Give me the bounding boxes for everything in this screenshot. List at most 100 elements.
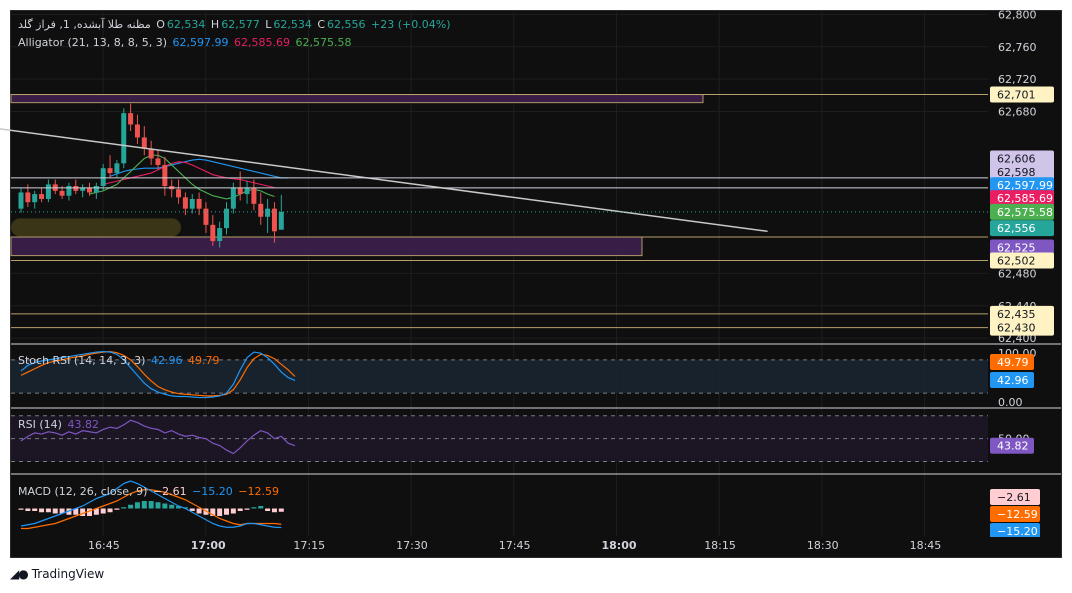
macd-hist-bar <box>141 501 147 509</box>
alligator-legend[interactable]: Alligator (21, 13, 8, 8, 5, 3) 62,597.99… <box>18 36 353 49</box>
macd-hist-bar <box>189 508 195 511</box>
rsi-line <box>20 419 296 455</box>
candle-body <box>128 113 134 125</box>
change-value: +23 (+0.04%) <box>371 18 451 31</box>
macd-hist-bar <box>87 508 92 516</box>
stoch-value-tag <box>990 354 1034 370</box>
macd-hist-bar <box>278 508 284 512</box>
macd-hist-bar <box>237 508 243 511</box>
macd-hist-bar <box>73 508 79 515</box>
stoch-value-tag-label: 42.96 <box>997 374 1029 387</box>
macd-hist-bar <box>210 508 216 516</box>
y-tick-label: 62,760 <box>998 41 1037 54</box>
macd-hist-bar <box>32 508 38 511</box>
candle-body <box>45 184 51 199</box>
symbol-name: مظنه طلا آبشده, 1, فراز گلد <box>18 18 151 31</box>
macd-hist-bar <box>25 508 31 511</box>
macd-hist-bar <box>176 506 182 509</box>
footer: ◢● TradingView <box>10 567 104 581</box>
price-tag-label: 62,556 <box>997 222 1036 235</box>
candle-body <box>121 113 127 164</box>
tradingview-logo-icon[interactable]: ◢● <box>10 567 29 581</box>
macd-hist-bar <box>52 508 58 514</box>
candle-body <box>237 187 243 195</box>
alligator-teeth-value: 62,585.69 <box>234 36 290 49</box>
macd-value-tag-label: −2.61 <box>997 491 1031 504</box>
rsi-value-legend: 43.82 <box>67 418 99 431</box>
candle-body <box>196 198 202 209</box>
candle-body <box>107 168 113 174</box>
macd-hist-bar <box>107 508 113 513</box>
high-value: 62,577 <box>221 18 260 31</box>
price-tag-label: 62,430 <box>997 322 1036 335</box>
high-label: H <box>210 18 220 31</box>
rsi-legend[interactable]: RSI (14) 43.82 <box>18 418 101 431</box>
candle-body <box>224 208 229 229</box>
open-label: O <box>156 18 165 31</box>
stoch-tick-label: 0.00 <box>998 396 1023 409</box>
macd-line <box>20 480 282 529</box>
macd-hist-bar <box>18 508 24 510</box>
price-tag-label: 62,575.58 <box>997 206 1053 219</box>
macd-hist-bar <box>196 508 202 514</box>
candle-body <box>18 192 24 209</box>
price-tag <box>990 239 1054 256</box>
alligator-lips-value: 62,575.58 <box>295 36 352 49</box>
macd-hist-bar <box>148 501 154 509</box>
candle-body <box>230 187 236 209</box>
macd-value-tag <box>990 523 1040 539</box>
price-tag <box>990 319 1054 336</box>
macd-value-tag <box>990 489 1040 505</box>
brand-name[interactable]: TradingView <box>31 567 105 581</box>
macd-hist-bar <box>271 508 277 513</box>
candle-body <box>210 224 216 242</box>
alligator-jaw-line <box>109 158 289 179</box>
price-tag <box>990 190 1054 207</box>
macd-value-tag-label: −12.59 <box>997 508 1038 521</box>
stoch-value-tag-label: 49.79 <box>997 356 1029 369</box>
stoch-band <box>11 359 988 394</box>
candle-body <box>251 187 257 204</box>
candle-body <box>25 192 31 203</box>
stoch-legend[interactable]: Stoch RSI (14, 14, 3, 3) 42.96 49.79 <box>18 354 221 367</box>
macd-hist-bar <box>217 508 223 516</box>
macd-hist-bar <box>114 508 120 510</box>
candle-body <box>39 194 45 199</box>
rsi-value-tag-label: 43.82 <box>997 440 1029 453</box>
candle-body <box>32 194 38 203</box>
price-tag <box>990 252 1054 269</box>
price-tag-label: 62,502 <box>997 254 1036 267</box>
candle-body <box>244 187 250 195</box>
close-label: C <box>317 18 326 31</box>
symbol-legend: مظنه طلا آبشده, 1, فراز گلد O 62,534 H 62,… <box>18 18 453 31</box>
axis-mask <box>988 537 1061 557</box>
x-tick-label: 17:15 <box>293 539 325 552</box>
price-tag <box>990 203 1054 220</box>
candle-body <box>100 168 106 186</box>
highlight-zone <box>11 218 181 237</box>
alligator-lips-line <box>89 154 275 200</box>
candle-body <box>189 198 195 209</box>
macd-signal-line <box>21 489 282 530</box>
candle-body <box>93 185 99 193</box>
macd-legend[interactable]: MACD (12, 26, close, 9) −2.61 −15.20 −12… <box>18 485 281 498</box>
alligator-label: Alligator (21, 13, 8, 8, 5, 3) <box>18 36 168 49</box>
macd-hist-bar <box>251 507 257 509</box>
price-tag-label: 62,435 <box>997 308 1036 321</box>
macd-hist-bar <box>93 508 99 515</box>
price-tag <box>990 177 1054 194</box>
macd-hist-bar <box>45 508 51 513</box>
stoch-k-value: 42.96 <box>150 354 183 367</box>
x-tick-label: 17:00 <box>191 539 226 552</box>
price-tag <box>990 220 1054 237</box>
candle-body <box>73 185 79 191</box>
macd-hist-bar <box>244 508 250 510</box>
x-tick-label: 17:30 <box>396 539 428 552</box>
rsi-value-tag <box>990 437 1034 454</box>
y-tick-label: 62,680 <box>998 106 1037 119</box>
candle-body <box>162 164 168 186</box>
macd-hist-bar <box>265 508 271 511</box>
price-tag-label: 62,606 <box>997 152 1036 165</box>
alligator-jaw-value: 62,597.99 <box>172 36 229 49</box>
